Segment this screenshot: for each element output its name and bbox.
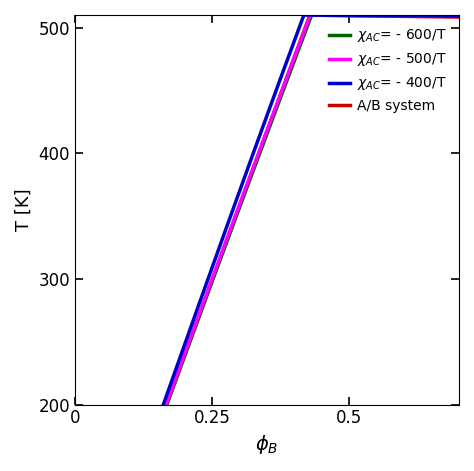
- Y-axis label: T [K]: T [K]: [15, 188, 33, 231]
- Legend: $\chi_{AC}$= - 600/T, $\chi_{AC}$= - 500/T, $\chi_{AC}$= - 400/T, A/B system: $\chi_{AC}$= - 600/T, $\chi_{AC}$= - 500…: [323, 22, 452, 119]
- X-axis label: $\phi_B$: $\phi_B$: [255, 433, 279, 456]
